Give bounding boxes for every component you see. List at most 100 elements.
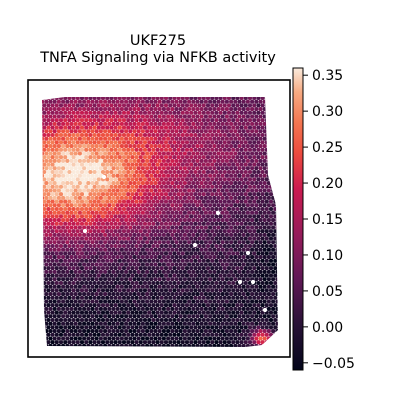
tissue-spot bbox=[212, 343, 217, 347]
tissue-spot bbox=[239, 288, 244, 293]
tissue-spot bbox=[90, 114, 95, 119]
tissue-spot bbox=[161, 99, 166, 104]
tissue-spot bbox=[65, 181, 70, 186]
tissue-spot bbox=[220, 269, 225, 274]
tissue-spot bbox=[212, 255, 217, 260]
tissue-spot bbox=[239, 229, 244, 234]
tissue-spot bbox=[52, 144, 57, 149]
tissue-spot bbox=[88, 251, 93, 256]
tissue-spot bbox=[69, 299, 74, 304]
tissue-spot bbox=[260, 110, 265, 115]
tissue-spot bbox=[184, 162, 190, 167]
tissue-spot bbox=[75, 118, 80, 123]
tissue-spot bbox=[54, 288, 59, 293]
tissue-spot bbox=[220, 292, 225, 297]
tissue-spot bbox=[63, 243, 68, 249]
tissue-spot bbox=[205, 280, 211, 286]
tissue-spot bbox=[77, 225, 82, 230]
tissue-spot bbox=[50, 266, 55, 271]
tissue-spot bbox=[250, 247, 255, 252]
tissue-spot bbox=[195, 195, 200, 200]
tissue-spot bbox=[153, 151, 158, 156]
tissue-spot bbox=[247, 192, 253, 197]
tissue-spot bbox=[172, 199, 177, 204]
tissue-spot bbox=[233, 255, 238, 260]
tissue-spot bbox=[172, 140, 177, 145]
tissue-spot bbox=[187, 151, 192, 156]
tissue-spot bbox=[147, 221, 152, 226]
tissue-spot bbox=[77, 173, 82, 178]
tissue-spot bbox=[170, 107, 175, 112]
tissue-spot bbox=[256, 110, 261, 115]
tissue-spot bbox=[67, 103, 72, 108]
tissue-spot bbox=[94, 314, 99, 319]
tissue-spot bbox=[69, 284, 74, 289]
tissue-spot bbox=[128, 232, 133, 237]
tissue-spot bbox=[117, 303, 122, 308]
tissue-spot bbox=[229, 203, 234, 208]
tissue-spot bbox=[233, 262, 238, 267]
tissue-spot bbox=[195, 129, 200, 134]
tissue-spot bbox=[243, 280, 248, 286]
tissue-spot bbox=[67, 192, 72, 197]
tissue-spot bbox=[203, 255, 208, 260]
tissue-spot bbox=[46, 177, 51, 182]
tissue-spot bbox=[130, 340, 135, 345]
tissue-spot bbox=[145, 188, 150, 193]
tissue-spot bbox=[96, 103, 101, 108]
tissue-spot bbox=[84, 266, 89, 271]
tissue-spot bbox=[216, 136, 221, 141]
tissue-spot bbox=[247, 132, 253, 138]
tissue-spot bbox=[176, 266, 181, 271]
tissue-spot bbox=[65, 306, 70, 311]
tissue-spot bbox=[191, 166, 196, 171]
tissue-spot bbox=[184, 140, 190, 145]
tissue-spot bbox=[61, 151, 66, 156]
tissue-spot bbox=[42, 118, 47, 123]
tissue-spot bbox=[42, 299, 45, 304]
tissue-spot bbox=[191, 232, 196, 237]
tissue-spot bbox=[42, 232, 45, 237]
tissue-spot bbox=[130, 110, 135, 115]
tissue-spot bbox=[166, 151, 171, 156]
tissue-spot bbox=[142, 214, 148, 219]
tissue-spot bbox=[161, 314, 166, 319]
tissue-spot bbox=[151, 229, 156, 234]
tissue-spot bbox=[172, 243, 177, 249]
tissue-spot bbox=[275, 121, 278, 126]
tissue-spot bbox=[92, 236, 97, 241]
colorbar-tick-label: 0.20 bbox=[312, 176, 343, 192]
tissue-spot bbox=[231, 97, 236, 101]
tissue-spot bbox=[275, 188, 278, 193]
tissue-spot bbox=[134, 184, 139, 189]
tissue-spot bbox=[161, 225, 166, 230]
tissue-spot bbox=[176, 288, 181, 293]
tissue-spot bbox=[205, 184, 211, 189]
tissue-spot bbox=[262, 262, 267, 267]
tissue-spot bbox=[271, 99, 276, 104]
tissue-spot bbox=[182, 292, 187, 297]
tissue-spot bbox=[266, 99, 271, 104]
tissue-spot bbox=[224, 343, 229, 347]
tissue-spot bbox=[130, 97, 135, 101]
tissue-spot bbox=[145, 284, 150, 289]
tissue-spot bbox=[264, 288, 269, 293]
tissue-spot bbox=[147, 147, 152, 152]
tissue-spot bbox=[90, 232, 95, 237]
tissue-spot bbox=[184, 132, 190, 138]
tissue-spot bbox=[226, 266, 232, 271]
tissue-spot bbox=[210, 147, 215, 152]
tissue-spot bbox=[218, 229, 223, 234]
tissue-spot bbox=[176, 258, 181, 263]
tissue-spot bbox=[214, 258, 219, 263]
tissue-spot bbox=[157, 114, 162, 119]
tissue-spot bbox=[180, 332, 185, 337]
tissue-spot bbox=[63, 103, 68, 108]
tissue-spot bbox=[277, 177, 278, 182]
tissue-spot bbox=[63, 97, 68, 101]
tissue-spot bbox=[157, 247, 162, 252]
tissue-spot bbox=[86, 255, 91, 260]
tissue-spot bbox=[189, 236, 194, 241]
tissue-spot bbox=[268, 103, 274, 108]
tissue-spot bbox=[132, 336, 137, 341]
